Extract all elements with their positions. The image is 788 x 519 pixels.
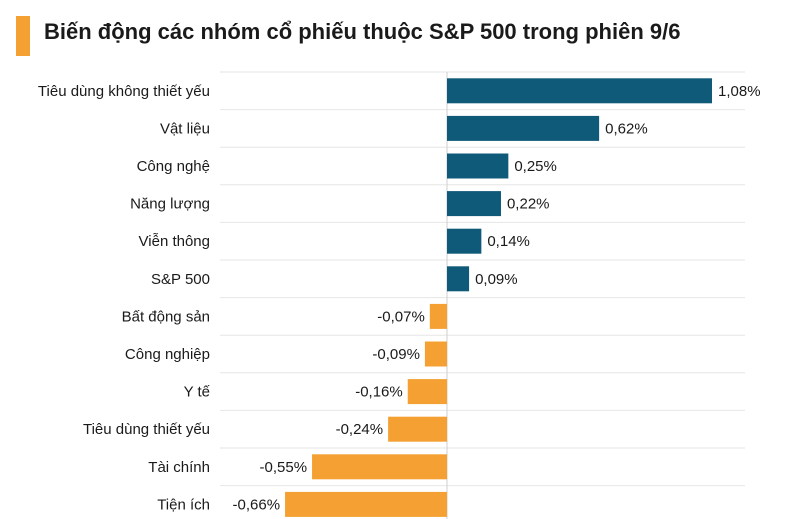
bar	[424, 341, 447, 367]
value-label: 0,62%	[605, 120, 648, 137]
bar	[447, 78, 712, 104]
category-label: Tiện ích	[157, 496, 210, 513]
value-label: 0,22%	[507, 196, 550, 213]
title-accent-bar	[16, 16, 30, 56]
value-label: -0,66%	[233, 496, 281, 513]
bar	[429, 303, 447, 329]
value-label: -0,24%	[336, 421, 384, 438]
value-label: 0,09%	[475, 271, 518, 288]
value-label: 1,08%	[718, 83, 761, 100]
bar	[285, 491, 447, 517]
bar	[388, 416, 447, 442]
bar	[447, 266, 470, 292]
bar	[407, 379, 447, 405]
bar	[447, 191, 501, 217]
bar	[447, 153, 509, 179]
category-label: Tiêu dùng không thiết yếu	[38, 83, 210, 100]
category-label: Bất động sản	[122, 308, 210, 325]
value-label: 0,14%	[487, 233, 530, 250]
category-label: Viễn thông	[139, 233, 210, 250]
category-label: Công nghệ	[137, 158, 210, 175]
value-label: -0,07%	[377, 308, 425, 325]
category-label: S&P 500	[151, 271, 210, 288]
bar	[447, 228, 482, 254]
category-label: Y tế	[184, 384, 211, 401]
category-label: Năng lượng	[130, 196, 210, 213]
bar	[312, 454, 447, 480]
chart-title: Biến động các nhóm cổ phiếu thuộc S&P 50…	[44, 19, 681, 44]
category-label: Tài chính	[148, 459, 210, 476]
category-label: Tiêu dùng thiết yếu	[83, 421, 210, 438]
bar	[447, 115, 600, 141]
category-label: Công nghiệp	[125, 346, 210, 363]
value-label: -0,55%	[260, 459, 308, 476]
value-label: -0,09%	[372, 346, 420, 363]
value-label: -0,16%	[355, 384, 403, 401]
value-label: 0,25%	[514, 158, 557, 175]
category-label: Vật liệu	[160, 120, 210, 137]
